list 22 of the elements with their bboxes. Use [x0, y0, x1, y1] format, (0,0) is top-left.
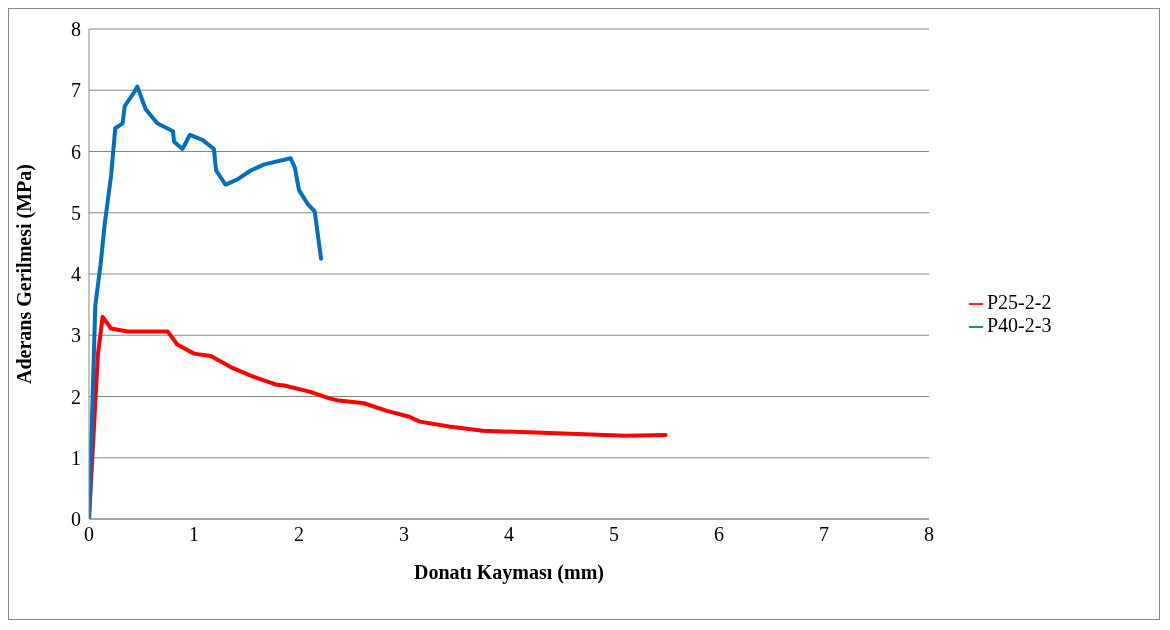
x-tick-label: 7	[819, 523, 829, 546]
y-tick-label: 3	[71, 324, 81, 347]
x-tick-label: 6	[714, 523, 724, 546]
legend-label: P25-2-2	[987, 291, 1052, 313]
x-tick-label: 3	[399, 523, 409, 546]
y-axis-title: Aderans Gerilmesi (MPa)	[13, 164, 37, 384]
x-axis-title: Donatı Kayması (mm)	[414, 561, 604, 584]
y-tick-label: 7	[71, 79, 81, 102]
line-series	[89, 84, 324, 519]
x-tick-label: 4	[504, 523, 514, 546]
x-tick-label: 2	[294, 523, 304, 546]
y-tick-label: 0	[71, 508, 81, 531]
y-tick-label: 2	[71, 385, 81, 408]
y-tick-label: 8	[71, 18, 81, 41]
y-tick-label: 4	[71, 263, 81, 286]
x-tick-label: 8	[924, 523, 934, 546]
x-tick-label: 1	[189, 523, 199, 546]
y-tick-label: 6	[71, 140, 81, 163]
y-tick-label: 1	[71, 446, 81, 469]
legend-label: P40-2-3	[987, 314, 1052, 336]
y-tick-label: 5	[71, 201, 81, 224]
x-tick-label: 5	[609, 523, 619, 546]
